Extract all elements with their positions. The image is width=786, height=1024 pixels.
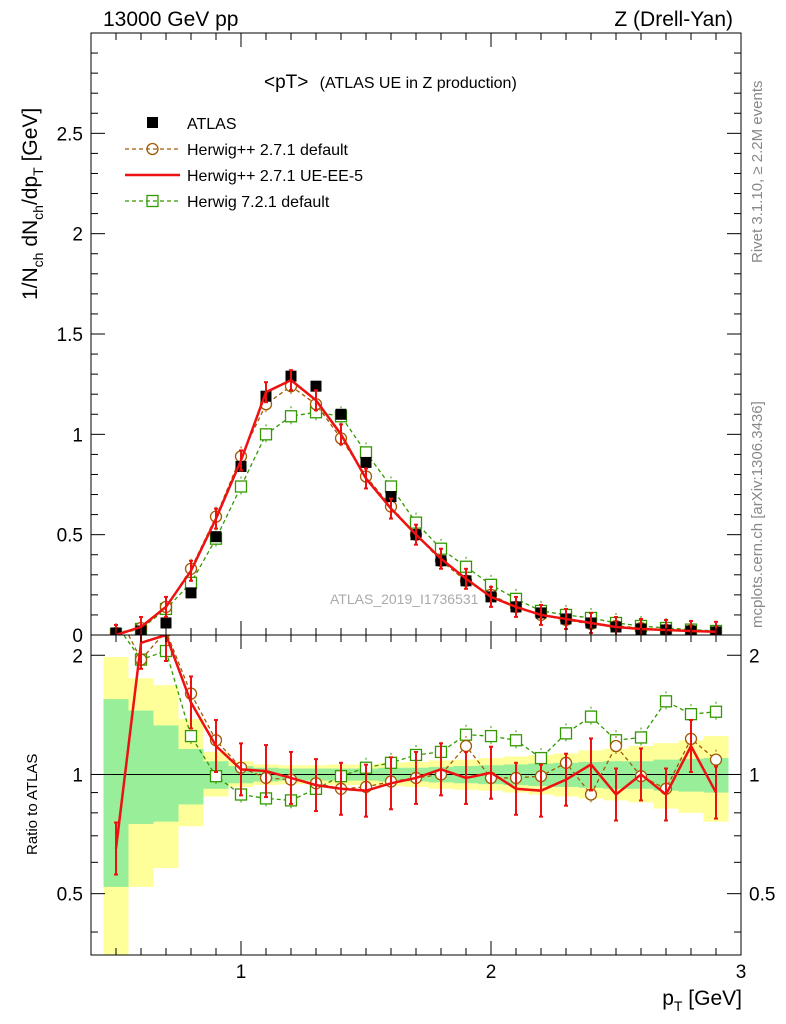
main-panel: ATLAS_2019_I1736531 0 0.5 1 1.5 2 2.5 <pT> (A… — [19, 32, 742, 647]
legend-marker-herwigpp-default — [146, 142, 159, 156]
legend-entry-atlas: ATLAS — [147, 116, 237, 133]
header-left-title: 13000 GeV pp — [103, 8, 238, 31]
ratio-point-h7 — [184, 729, 198, 743]
ratio-point-h7 — [709, 705, 723, 718]
ratio-y-axis-label: Ratio to ATLAS — [24, 754, 41, 855]
ratio-point-hpp_default — [609, 739, 623, 753]
legend: ATLAS Herwig++ 2.7.1 default Herwig++ 2.… — [125, 116, 363, 211]
xtick-label: 3 — [736, 962, 747, 983]
ratio-point-h7 — [534, 751, 548, 765]
main-y-axis-label: 1/Nch dNch/dpT [GeV] — [19, 108, 46, 300]
ratio-line-hpp_ueee5 — [114, 635, 718, 849]
ratio-point-h7 — [584, 710, 598, 723]
legend-label-herwig7: Herwig 7.2.1 default — [187, 194, 330, 211]
legend-marker-herwig7 — [146, 194, 159, 208]
xtick-label: 1 — [236, 962, 247, 983]
main-point-atlas — [310, 380, 322, 392]
legend-entry-herwig7: Herwig 7.2.1 default — [125, 194, 330, 211]
ratio-ytick-label: 2 — [72, 646, 83, 667]
main-point-h7 — [234, 480, 248, 493]
rivet-version-label: Rivet 3.1.10, ≥ 2.2M events — [749, 81, 766, 264]
ratio-ytick-label-right: 1 — [749, 765, 760, 786]
legend-label-herwigpp-default: Herwig++ 2.7.1 default — [187, 142, 349, 159]
main-ytick-label: 1.5 — [57, 325, 83, 346]
plot-title-sub: (ATLAS UE in Z production) — [320, 75, 517, 92]
xtick-label: 2 — [486, 962, 497, 983]
ratio-point-h7 — [684, 708, 698, 721]
ratio-ytick-label: 1 — [72, 765, 83, 786]
main-point-h7 — [259, 428, 273, 441]
ratio-point-h7 — [509, 734, 523, 747]
main-point-atlas — [210, 531, 222, 543]
ratio-point-h7 — [459, 728, 473, 741]
ratio-panel: 0.5 0.5 1 1 2 2 1 2 3 Ratio to ATLAS pT [GeV] — [24, 605, 775, 1014]
main-point-atlas — [360, 456, 372, 468]
main-ytick-label: 2 — [72, 225, 83, 246]
band-green-bin — [153, 725, 179, 822]
main-point-atlas — [385, 491, 397, 503]
main-ytick-label: 0 — [72, 626, 83, 647]
mcplots-label: mcplots.cern.ch [arXiv:1306.3436] — [749, 401, 766, 628]
analysis-watermark: ATLAS_2019_I1736531 — [330, 591, 479, 607]
band-green-bin — [178, 748, 204, 805]
legend-marker-atlas — [147, 117, 158, 128]
main-ytick-label: 1 — [72, 425, 83, 446]
main-point-h7 — [359, 446, 373, 459]
ratio-point-hpp_default — [709, 753, 723, 766]
main-point-h7 — [284, 410, 298, 423]
ratio-point-h7 — [659, 695, 673, 708]
main-point-h7 — [384, 480, 398, 493]
main-ytick-label: 0.5 — [57, 526, 83, 547]
main-point-atlas — [160, 617, 172, 629]
ratio-uncertainty-bands — [103, 656, 729, 955]
legend-entry-herwigpp-default: Herwig++ 2.7.1 default — [125, 142, 349, 159]
ratio-point-h7 — [484, 729, 498, 743]
ratio-point-hpp_default — [459, 739, 473, 753]
ratio-point-h7 — [634, 731, 648, 744]
legend-label-herwigpp-ueee5: Herwig++ 2.7.1 UE-EE-5 — [187, 168, 363, 185]
legend-entry-herwigpp-ueee5: Herwig++ 2.7.1 UE-EE-5 — [125, 168, 363, 185]
ratio-point-hpp_default — [111, 605, 122, 616]
header-right-title: Z (Drell-Yan) — [614, 8, 733, 31]
band-green-bin — [128, 710, 154, 824]
main-point-atlas — [335, 408, 347, 420]
main-ytick-label: 2.5 — [57, 124, 83, 145]
legend-label-atlas: ATLAS — [187, 116, 237, 133]
ratio-ytick-label: 0.5 — [57, 885, 83, 906]
main-point-atlas — [185, 587, 197, 599]
ratio-ytick-label-right: 0.5 — [749, 885, 775, 906]
ratio-point-h7 — [559, 727, 573, 740]
plot-title: <pT> (ATLAS UE in Z production) — [264, 72, 517, 93]
plot-title-main: <pT> — [264, 72, 308, 93]
ratio-ytick-label-right: 2 — [749, 646, 760, 667]
x-axis-label: pT [GeV] — [662, 987, 742, 1014]
